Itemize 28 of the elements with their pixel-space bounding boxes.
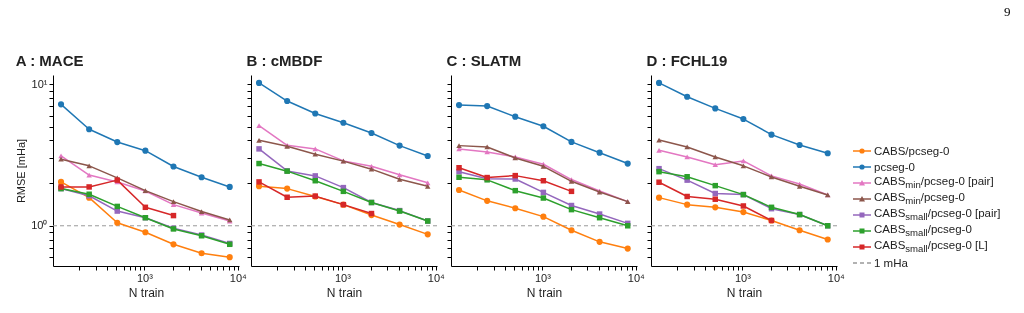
x-tick-label: 10⁴ xyxy=(229,271,248,284)
chart-title: B : cMBDF xyxy=(246,52,323,69)
legend-label: CABS$_{min}$/pcseg-0 xyxy=(874,190,965,207)
x-tick-label: 10⁴ xyxy=(827,271,846,284)
x-axis-title: N train xyxy=(526,285,563,300)
y-tick-label: 10¹ xyxy=(31,77,48,90)
text: 9 xyxy=(1004,4,1011,20)
legend-label: CABS$_{small}$/pcseg-0 xyxy=(874,222,972,239)
x-tick-label: 10³ xyxy=(534,271,552,284)
legend-label: CABS$_{small}$/pcseg-0 [L] xyxy=(874,237,988,257)
x-tick-label: 10³ xyxy=(734,271,752,284)
x-axis-title: N train xyxy=(726,285,763,300)
legend-label: CABS/pcseg-0 xyxy=(874,144,950,159)
x-axis-title: N train xyxy=(128,285,165,300)
legend-label: CABS$_{small}$/pcseg-0 [pair] xyxy=(874,206,1001,223)
y-tick-label: 10⁰ xyxy=(31,219,48,232)
legend-label: pcseg-0 xyxy=(874,160,915,175)
x-tick-label: 10³ xyxy=(136,271,154,284)
chart-title: A : MACE xyxy=(15,52,84,69)
legend-label: 1 mHa xyxy=(874,256,908,271)
x-tick-label: 10⁴ xyxy=(427,271,446,284)
legend-label: CABS$_{min}$/pcseg-0 [pair] xyxy=(874,174,994,191)
chart-title: D : FCHL19 xyxy=(646,52,728,69)
x-tick-label: 10³ xyxy=(334,271,352,284)
x-tick-label: 10⁴ xyxy=(627,271,646,284)
y-axis-title: RMSE [mHa] xyxy=(15,138,28,204)
x-axis-title: N train xyxy=(326,285,363,300)
chart-title: C : SLATM xyxy=(446,52,522,69)
